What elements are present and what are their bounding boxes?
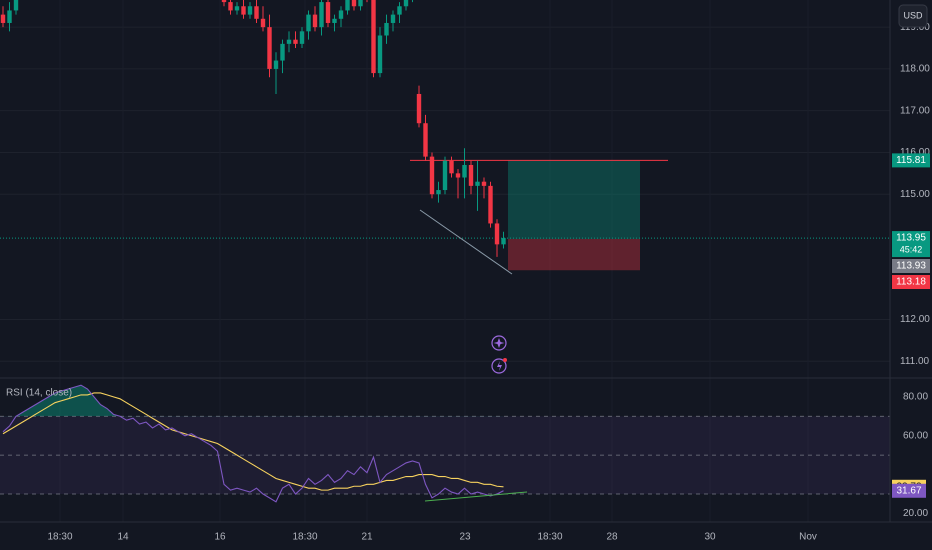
candle-body [475, 181, 480, 186]
candle-body [449, 160, 454, 174]
rsi-trendline [424, 491, 528, 502]
candle-body [429, 156, 435, 195]
x-tick-label: 16 [214, 532, 226, 543]
candle-body [397, 6, 402, 15]
candle-body [286, 39, 292, 44]
countdown: 45:42 [900, 244, 923, 254]
candle-body [299, 31, 305, 44]
candle-body [455, 173, 461, 178]
price-pane [0, 0, 890, 271]
x-tick-label: 21 [361, 532, 373, 543]
candle-body [7, 10, 12, 23]
candle-body [280, 43, 285, 61]
x-tick-label: 30 [704, 532, 716, 543]
candle-body [442, 160, 448, 191]
rsi-band [0, 416, 890, 495]
candle-body [377, 35, 383, 74]
price-label-box [892, 153, 930, 168]
y-tick-label: 118.00 [900, 64, 930, 75]
candle-body [468, 164, 474, 186]
loss-zone [508, 238, 640, 271]
price-label: 113.93 [896, 261, 926, 272]
candle-body [436, 190, 441, 195]
y-tick-label: 112.00 [900, 314, 930, 325]
candle-body [293, 39, 298, 44]
rsi-value-label: 31.67 [896, 485, 921, 496]
trendline [419, 209, 513, 275]
candle-body [273, 60, 279, 69]
candle-body [254, 6, 259, 19]
rsi-line [2, 392, 504, 491]
icon[interactable] [491, 358, 507, 374]
indicator-icons[interactable] [491, 335, 507, 374]
currency-button[interactable] [898, 4, 928, 28]
y-tick-label: 111.00 [900, 356, 930, 367]
candle-body [221, 0, 227, 3]
candle-body [13, 0, 19, 11]
y-tick-label: 115.00 [900, 189, 930, 200]
x-tick-label: 18:30 [47, 532, 72, 543]
overbought-fill [3, 385, 504, 417]
rsi-line [2, 384, 504, 503]
candle-body [423, 123, 428, 157]
candle-body [403, 0, 409, 7]
candle-body [306, 14, 311, 32]
price-label-box [892, 231, 930, 258]
rsi-tick-label: 60.00 [903, 430, 928, 441]
candle-body [390, 14, 396, 23]
candle-body [312, 14, 318, 28]
candle-body [325, 2, 331, 23]
grid [0, 26, 890, 362]
rsi-pane: 80.00 60.00 20.00 [0, 384, 928, 519]
candle-body [481, 181, 487, 186]
icon-bolt [497, 361, 502, 371]
x-tick-label: Nov [799, 532, 817, 543]
y-tick-label: 117.00 [900, 105, 930, 116]
candle-body [338, 10, 344, 19]
candle-body [488, 185, 493, 224]
currency-label: USD [903, 10, 923, 20]
price-label-box [892, 259, 930, 273]
y-tick-label: 116.00 [900, 147, 930, 158]
candle-body [234, 6, 240, 11]
candle-body [247, 6, 253, 15]
candle-body [416, 93, 422, 124]
x-tick-label: 23 [459, 532, 471, 543]
candle-body [494, 223, 500, 245]
profit-zone [508, 160, 640, 239]
candle-body [267, 27, 272, 69]
candle-body [241, 6, 246, 15]
rsi-tick-label: 80.00 [903, 391, 928, 402]
price-label: 113.95 [896, 233, 926, 244]
rsi-tick-label: 20.00 [903, 508, 928, 519]
candle-body [260, 18, 266, 28]
x-tick-label: 18:30 [537, 532, 562, 543]
candle-body [0, 14, 6, 23]
candle-body [384, 22, 389, 36]
x-tick-label: 28 [606, 532, 618, 543]
candle-body [319, 2, 324, 28]
candle-body [228, 2, 233, 11]
x-tick-label: 14 [117, 532, 129, 543]
price-label: 115.81 [896, 155, 926, 166]
x-tick-label: 18:30 [292, 532, 317, 543]
icon[interactable] [491, 335, 507, 351]
candle-body [345, 0, 350, 11]
icon-dot [503, 358, 507, 362]
candle-body [351, 0, 357, 7]
price-label: 113.18 [896, 277, 926, 288]
rsi-title: RSI (14, close) [6, 388, 72, 399]
candle-body [332, 18, 337, 23]
price-label-box [892, 275, 930, 289]
rsi-value-box [892, 483, 926, 498]
candle-body [371, 0, 376, 74]
candle-body [501, 238, 506, 245]
candle-body [462, 164, 467, 178]
icon-star [493, 338, 505, 348]
candle-body [358, 0, 363, 7]
